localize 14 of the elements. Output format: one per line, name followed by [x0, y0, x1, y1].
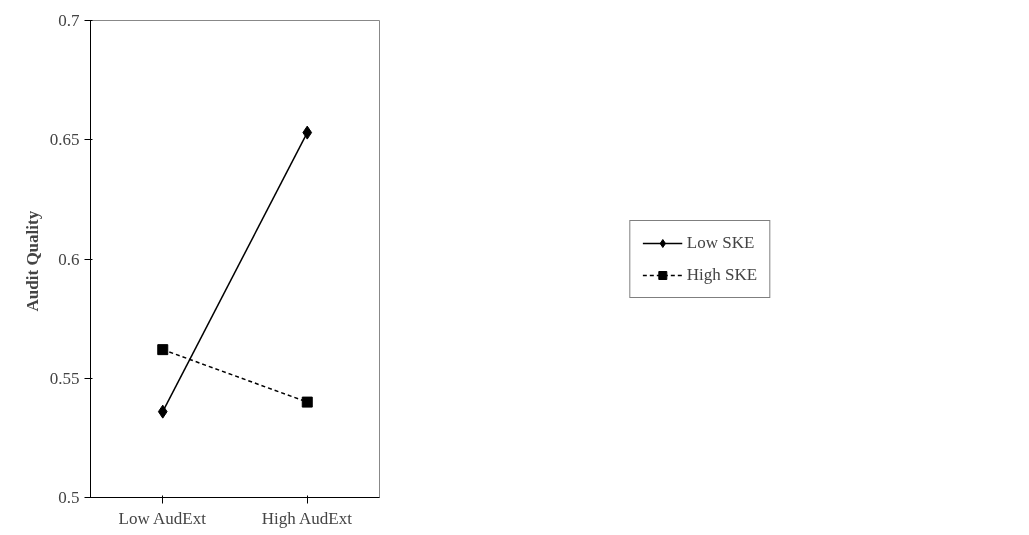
y-tick-label: 0.6 — [58, 249, 80, 269]
point — [301, 396, 313, 408]
y-axis-title: Audit Quality — [22, 210, 42, 312]
point — [157, 344, 169, 356]
point — [157, 404, 168, 419]
y-tick-label: 0.7 — [58, 11, 80, 30]
x-tick-label: Low AudExt — [118, 508, 207, 528]
y-tick-label: 0.5 — [58, 488, 80, 507]
point — [302, 125, 313, 140]
y-tick-label: 0.55 — [49, 368, 80, 388]
x-tick-label: High AudExt — [261, 508, 353, 528]
legend-label: High SKE — [686, 264, 758, 285]
y-tick-label: 0.65 — [49, 130, 80, 150]
legend-label: Low SKE — [686, 232, 755, 253]
